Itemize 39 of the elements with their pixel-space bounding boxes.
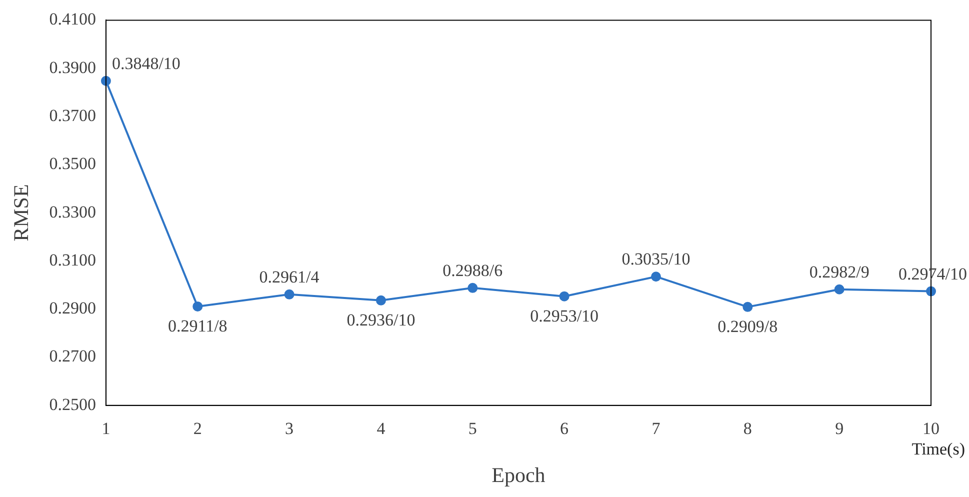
y-tick-label: 0.3300 — [49, 202, 96, 222]
y-tick-label: 0.3900 — [49, 58, 96, 77]
y-tick-label: 0.4100 — [49, 10, 96, 29]
y-tick-label: 0.2700 — [49, 346, 96, 366]
point — [559, 291, 570, 302]
point — [468, 282, 478, 293]
y-tick-label: 0.3100 — [49, 250, 96, 270]
point — [284, 289, 294, 300]
point — [834, 284, 844, 294]
x-axis-title: Epoch — [492, 462, 546, 487]
point — [742, 302, 753, 312]
x-tick-label: 3 — [285, 419, 294, 438]
point — [192, 301, 203, 312]
x-tick-label: 4 — [376, 419, 386, 438]
y-tick-label: 0.3500 — [49, 154, 96, 174]
y-tick-label: 0.3700 — [49, 106, 96, 125]
x-tick-label: 9 — [835, 419, 844, 438]
annotation: 0.2909/8 — [718, 316, 778, 336]
y-axis-title: RMSE — [9, 184, 34, 242]
x-tick-label: 7 — [652, 419, 661, 438]
annotation: 0.2936/10 — [346, 310, 416, 330]
point — [650, 272, 661, 282]
annotation: 0.2953/10 — [530, 306, 599, 326]
annotation: 0.2961/4 — [259, 267, 320, 286]
x-tick-label: 10 — [922, 419, 940, 438]
point — [376, 295, 386, 306]
annotation: 0.3848/10 — [112, 54, 180, 73]
annotation: 0.3035/10 — [622, 250, 690, 269]
y-tick-label: 0.2500 — [49, 394, 96, 414]
text: Time(s) — [912, 439, 965, 458]
x-tick-label: 6 — [560, 419, 569, 438]
x-tick-label: 5 — [468, 419, 477, 438]
y-tick-label: 0.2900 — [49, 298, 96, 318]
x-tick-label: 1 — [102, 419, 110, 438]
x-tick-label: 2 — [193, 419, 202, 438]
annotation: 0.2911/8 — [168, 316, 228, 336]
x-tick-label: 8 — [743, 419, 752, 438]
annotation: 0.2982/9 — [809, 262, 870, 282]
annotation: 0.2988/6 — [442, 260, 503, 280]
